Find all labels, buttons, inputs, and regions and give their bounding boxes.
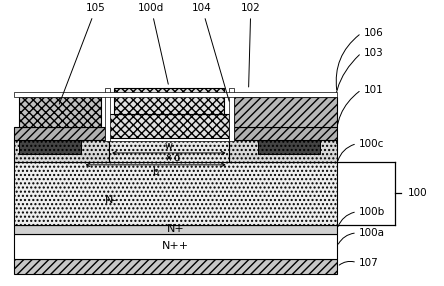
Text: 104: 104 bbox=[192, 3, 229, 101]
Bar bbox=[14, 140, 109, 162]
Bar bbox=[109, 140, 229, 162]
Text: 100c: 100c bbox=[359, 139, 385, 149]
Text: 103: 103 bbox=[364, 48, 383, 58]
Text: 107: 107 bbox=[359, 258, 379, 268]
Text: 100a: 100a bbox=[359, 228, 385, 238]
Bar bbox=[19, 97, 101, 127]
Bar bbox=[114, 88, 224, 114]
Text: 100d: 100d bbox=[138, 3, 168, 84]
Text: 102: 102 bbox=[241, 3, 261, 87]
Text: 105: 105 bbox=[59, 3, 106, 104]
Text: N++: N++ bbox=[162, 241, 189, 251]
Text: 100: 100 bbox=[408, 188, 428, 198]
Text: d: d bbox=[173, 153, 179, 163]
Text: 101: 101 bbox=[364, 85, 383, 95]
Bar bbox=[14, 127, 105, 140]
Text: N+: N+ bbox=[166, 224, 184, 234]
Bar bbox=[19, 140, 81, 154]
Bar bbox=[14, 92, 337, 97]
Text: b: b bbox=[152, 167, 159, 177]
Bar bbox=[14, 259, 337, 274]
Bar bbox=[105, 88, 111, 141]
Bar bbox=[234, 127, 337, 140]
Text: 100b: 100b bbox=[359, 206, 385, 217]
Bar bbox=[234, 97, 337, 127]
Bar bbox=[109, 138, 229, 141]
Bar bbox=[14, 234, 337, 259]
Text: N-: N- bbox=[105, 195, 118, 205]
Bar bbox=[14, 225, 337, 234]
Text: w: w bbox=[165, 141, 173, 151]
Text: 106: 106 bbox=[364, 28, 383, 38]
Bar bbox=[258, 140, 320, 154]
Bar bbox=[229, 140, 337, 162]
Bar bbox=[14, 162, 337, 225]
Bar bbox=[229, 88, 234, 141]
Bar bbox=[109, 114, 229, 138]
